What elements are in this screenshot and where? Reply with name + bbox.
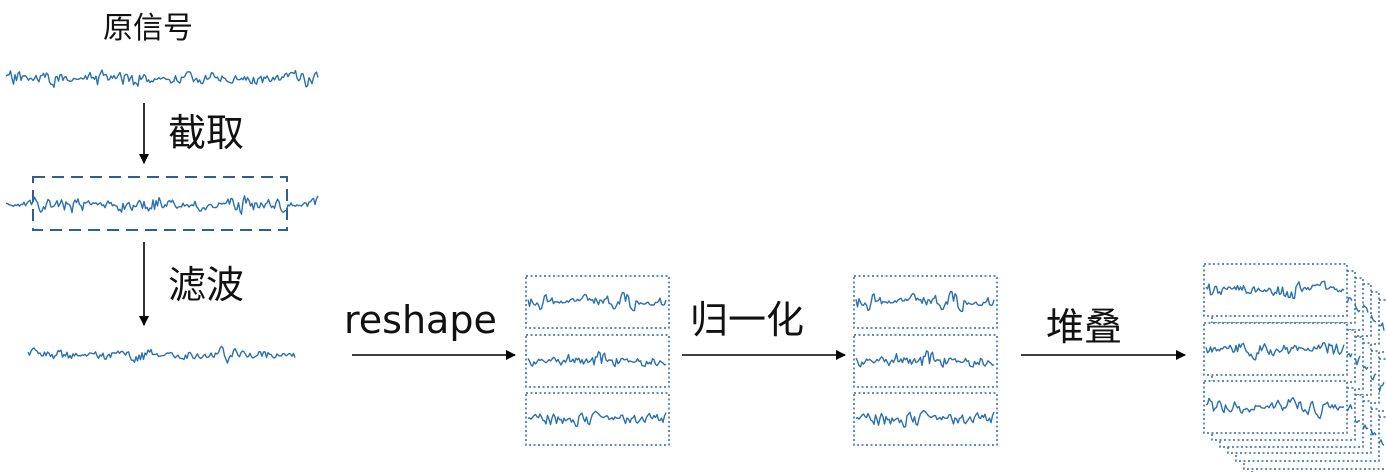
normalized-segments <box>853 275 998 446</box>
cropped-waveform <box>5 195 319 215</box>
segment-box <box>853 392 998 446</box>
segment-box <box>525 392 670 446</box>
label-filter: 滤波 <box>168 263 244 307</box>
crop-window <box>32 176 288 231</box>
segment-waveform <box>527 351 667 368</box>
stack-segment-waveform <box>1205 396 1345 420</box>
original-waveform <box>5 69 319 88</box>
stack-segment-waveform <box>1205 342 1345 361</box>
filtered-waveform <box>27 345 296 364</box>
filtered-signal <box>27 345 296 364</box>
stack-segment-box <box>1203 322 1348 376</box>
label-reshape: reshape <box>344 298 497 342</box>
cropped-signal <box>5 195 319 215</box>
reshaped-segments <box>525 275 670 446</box>
segment-waveform <box>527 291 667 312</box>
segment-waveform <box>855 350 995 368</box>
label-normalize: 归一化 <box>690 298 804 342</box>
label-stack: 堆叠 <box>1046 305 1122 349</box>
stack-segment-box <box>1203 263 1348 317</box>
segment-waveform <box>527 410 667 428</box>
stack-segment-waveform <box>1205 280 1345 300</box>
segment-waveform <box>855 290 995 313</box>
label-crop: 截取 <box>168 111 244 155</box>
segment-waveform <box>855 409 995 428</box>
label-original-signal: 原信号 <box>103 11 193 46</box>
stacked-segments <box>1203 263 1386 472</box>
original-signal <box>5 69 319 88</box>
